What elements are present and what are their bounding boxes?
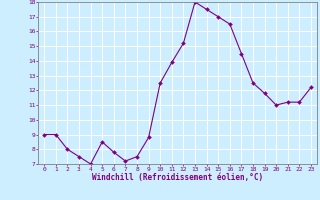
X-axis label: Windchill (Refroidissement éolien,°C): Windchill (Refroidissement éolien,°C)	[92, 173, 263, 182]
